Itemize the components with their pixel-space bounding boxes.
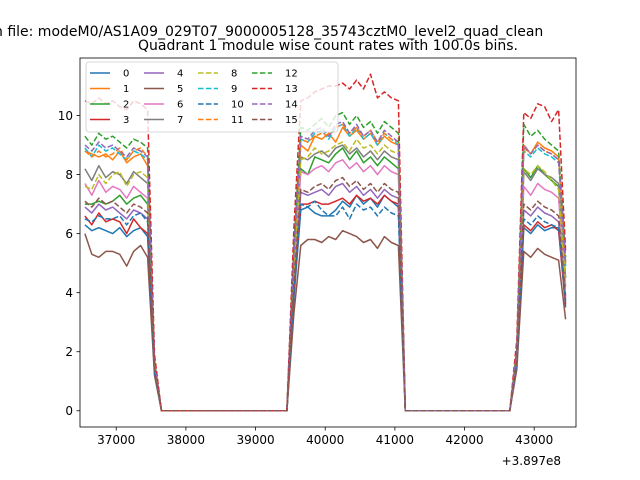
x-tick-label: 40000 <box>306 433 344 447</box>
plot-area: 37000 38000 39000 40000 41000 42000 43000 0 2 4 6… <box>58 57 577 447</box>
chart-title: Quadrant 1 module wise count rates with … <box>138 38 518 54</box>
legend-label-3: 3 <box>123 115 129 126</box>
legend-label-8: 8 <box>231 69 237 80</box>
y-tick-label: 6 <box>65 227 73 241</box>
legend-label-13: 13 <box>285 84 298 95</box>
legend-label-10: 10 <box>231 100 244 111</box>
legend-label-0: 0 <box>123 69 129 80</box>
series-line-12 <box>84 111 567 412</box>
legend-label-5: 5 <box>177 84 183 95</box>
figure-suptitle: n file: modeM0/AS1A09_029T07_9000005128_… <box>0 24 543 40</box>
x-tick-label: 39000 <box>236 433 274 447</box>
x-tick-label: 41000 <box>376 433 414 447</box>
legend-label-12: 12 <box>285 69 298 80</box>
series-layer <box>84 73 567 412</box>
legend-label-11: 11 <box>231 115 244 126</box>
series-line-15 <box>84 176 567 412</box>
legend-label-4: 4 <box>177 69 183 80</box>
legend-label-15: 15 <box>285 115 298 126</box>
legend-box <box>85 61 339 133</box>
legend-label-7: 7 <box>177 115 183 126</box>
y-tick-label: 2 <box>65 345 73 359</box>
x-tick-label: 42000 <box>445 433 483 447</box>
y-tick-label: 10 <box>58 109 73 123</box>
x-axis: 37000 38000 39000 40000 41000 42000 43000 <box>97 427 553 447</box>
y-tick-label: 8 <box>65 168 73 182</box>
y-tick-label: 0 <box>65 404 73 418</box>
legend-label-2: 2 <box>123 100 129 111</box>
legend-label-9: 9 <box>231 84 237 95</box>
x-tick-label: 43000 <box>515 433 553 447</box>
legend-label-1: 1 <box>123 84 129 95</box>
axes-frame <box>79 57 577 428</box>
series-line-5 <box>84 229 567 412</box>
x-tick-label: 38000 <box>167 433 205 447</box>
series-line-8 <box>84 138 567 412</box>
x-axis-offset-label: +3.897e8 <box>502 454 561 468</box>
legend-label-14: 14 <box>285 100 298 111</box>
x-tick-label: 37000 <box>97 433 135 447</box>
y-tick-label: 4 <box>65 286 73 300</box>
y-axis: 0 2 4 6 8 10 <box>58 109 80 418</box>
legend-label-6: 6 <box>177 100 183 111</box>
